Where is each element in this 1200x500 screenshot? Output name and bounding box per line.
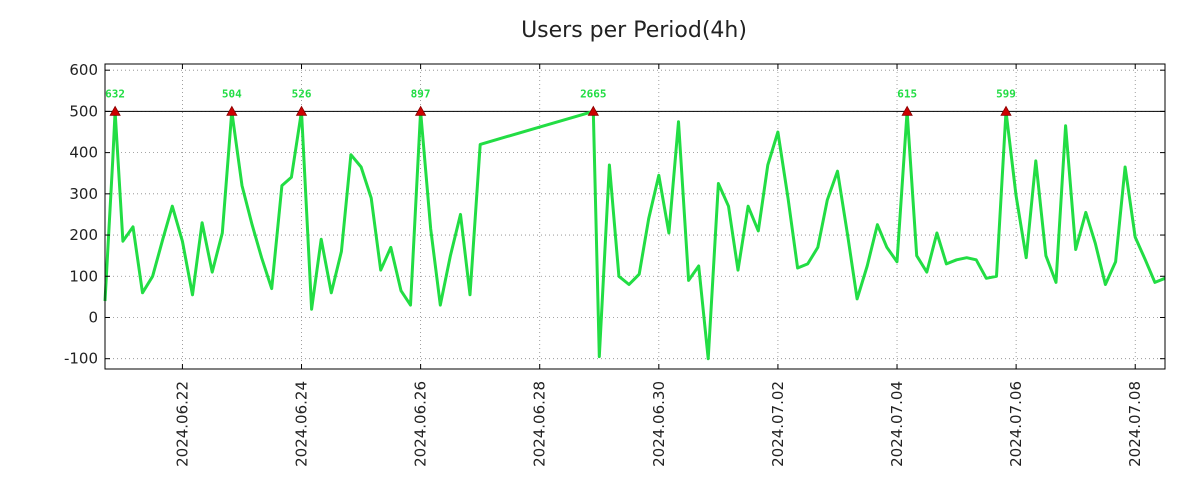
y-tick-label: -100	[64, 350, 98, 368]
peak-label: 615	[897, 87, 917, 100]
peak-label: 897	[411, 87, 431, 100]
series-layer	[103, 109, 1166, 361]
peak-marker	[414, 105, 427, 116]
x-tick-label: 2024.06.26	[412, 381, 430, 467]
x-tick-label: 2024.07.04	[888, 381, 906, 467]
peak-label: 599	[996, 87, 1016, 100]
x-tick-label: 2024.06.28	[531, 381, 549, 467]
plot-frame	[104, 63, 1166, 370]
x-tick-label: 2024.06.22	[173, 381, 191, 467]
y-tick-label: 500	[69, 102, 98, 120]
y-tick-label: 400	[69, 144, 98, 162]
y-tick-label: 0	[88, 308, 98, 326]
peak-marker	[109, 105, 121, 116]
x-tick-label: 2024.07.02	[769, 381, 787, 467]
chart-title: Users per Period(4h)	[521, 18, 747, 43]
peak-marker	[226, 105, 238, 116]
peak-marker	[587, 105, 599, 116]
peaks-layer: 632 504 526 897 2665 615 599	[105, 87, 1016, 116]
peak-label: 504	[222, 87, 242, 100]
x-tick-label: 2024.06.30	[650, 381, 668, 467]
y-tick-label: 200	[69, 226, 98, 244]
y-tick-label: 600	[69, 61, 98, 79]
peak-marker	[295, 105, 308, 116]
axes: 600 500 400 300 200 100 0 -100 2024.06.22 2024.06…	[64, 61, 1166, 467]
y-tick-label: 100	[69, 267, 98, 285]
x-tick-label: 2024.06.24	[293, 381, 311, 467]
series-line	[103, 109, 1166, 361]
x-tick-label: 2024.07.06	[1007, 381, 1025, 467]
x-tick-label: 2024.07.08	[1126, 381, 1144, 467]
peak-label: 526	[292, 87, 312, 100]
peak-label: 2665	[580, 87, 607, 100]
peak-marker	[901, 105, 913, 116]
y-tick-label: 300	[69, 185, 98, 203]
peak-label: 632	[105, 87, 125, 100]
peak-marker	[1000, 105, 1012, 116]
